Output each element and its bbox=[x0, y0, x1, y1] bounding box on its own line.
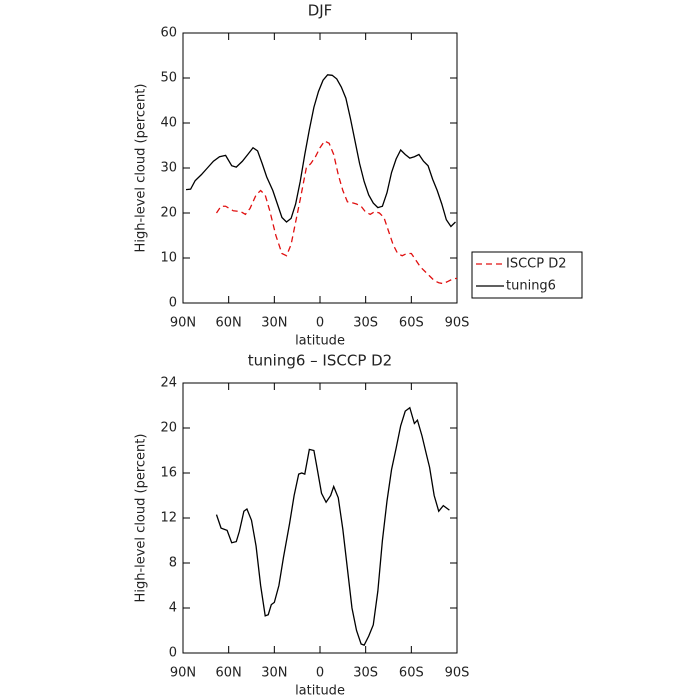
chart-title: DJF bbox=[308, 2, 333, 20]
x-tick-label: 30N bbox=[261, 666, 287, 681]
y-axis-label: High-level cloud (percent) bbox=[134, 84, 149, 253]
x-tick-label: 90N bbox=[170, 666, 196, 681]
x-tick-label: 90S bbox=[445, 666, 470, 681]
legend-label: tuning6 bbox=[506, 279, 556, 294]
x-tick-label: 60N bbox=[216, 316, 242, 331]
plot-frame bbox=[182, 382, 458, 654]
x-tick-label: 60N bbox=[216, 666, 242, 681]
y-tick-label: 12 bbox=[160, 511, 177, 526]
y-tick-label: 10 bbox=[160, 251, 177, 266]
data-line bbox=[215, 406, 450, 646]
y-tick-label: 8 bbox=[169, 556, 177, 571]
x-axis-label: latitude bbox=[295, 334, 345, 349]
x-tick-label: 60S bbox=[399, 316, 424, 331]
data-line bbox=[185, 74, 456, 228]
y-tick-label: 20 bbox=[160, 421, 177, 436]
y-tick-label: 40 bbox=[160, 116, 177, 131]
y-tick-label: 4 bbox=[169, 601, 177, 616]
y-tick-label: 16 bbox=[160, 466, 177, 481]
legend-label: ISCCP D2 bbox=[506, 257, 567, 272]
y-tick-label: 0 bbox=[169, 646, 177, 661]
legend-box bbox=[471, 251, 583, 299]
y-tick-label: 60 bbox=[160, 26, 177, 41]
y-tick-label: 30 bbox=[160, 161, 177, 176]
x-tick-label: 30S bbox=[353, 316, 378, 331]
y-tick-label: 0 bbox=[169, 296, 177, 311]
y-tick-label: 24 bbox=[160, 376, 177, 391]
y-tick-label: 50 bbox=[160, 71, 177, 86]
x-tick-label: 0 bbox=[316, 666, 324, 681]
x-tick-label: 90N bbox=[170, 316, 196, 331]
x-tick-label: 30S bbox=[353, 666, 378, 681]
x-tick-label: 60S bbox=[399, 666, 424, 681]
chart-title: tuning6 – ISCCP D2 bbox=[248, 352, 392, 370]
x-tick-label: 30N bbox=[261, 316, 287, 331]
x-tick-label: 0 bbox=[316, 316, 324, 331]
data-line bbox=[215, 140, 458, 285]
x-tick-label: 90S bbox=[445, 316, 470, 331]
x-axis-label: latitude bbox=[295, 684, 345, 699]
y-axis-label: High-level cloud (percent) bbox=[134, 434, 149, 603]
plot-frame bbox=[182, 32, 458, 304]
y-tick-label: 20 bbox=[160, 206, 177, 221]
